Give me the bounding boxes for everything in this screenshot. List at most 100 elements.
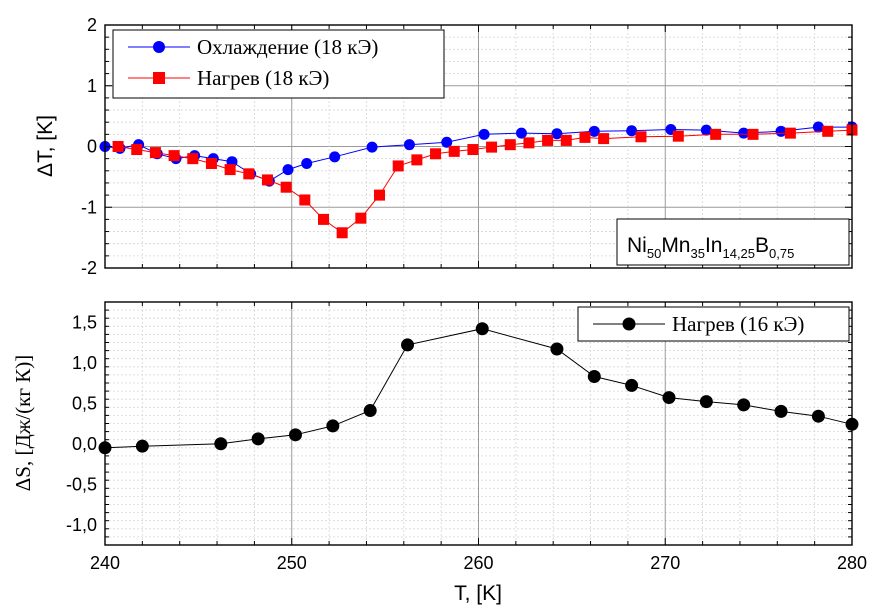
data-point-square	[560, 134, 572, 146]
data-point-square	[635, 131, 647, 143]
data-point-square	[784, 127, 796, 139]
bottom-series	[98, 322, 859, 455]
x-tick-label: 280	[837, 553, 867, 573]
data-point-circle	[812, 121, 824, 133]
formula-b-sub: 0,75	[769, 246, 794, 261]
x-tick-label: 240	[90, 553, 120, 573]
data-point-circle	[329, 151, 341, 163]
data-point-circle	[625, 378, 639, 392]
data-point-square	[504, 139, 516, 151]
x-axis-title: T, [K]	[454, 582, 502, 605]
data-point-square	[374, 189, 386, 201]
data-point-circle	[626, 125, 638, 137]
data-point-circle	[737, 398, 751, 412]
y-tick-label: 1	[87, 76, 97, 96]
temperature-change-plot: -2 -1 0 1 2 ΔT, [K] Охлаждение (18 кЭ) Нагре…	[34, 15, 858, 278]
data-point-square	[299, 194, 311, 206]
x-tick-label: 260	[463, 553, 493, 573]
data-point-circle	[774, 404, 788, 418]
composition-formula: Ni50Mn35In14,25B0,75	[627, 234, 794, 261]
legend-label-heating-16: Нагрев (16 кЭ)	[672, 312, 804, 336]
y-tick-label: -0,5	[66, 474, 97, 494]
y-tick-label: -2	[81, 258, 97, 278]
legend-label-cooling: Охлаждение (18 кЭ)	[197, 35, 378, 59]
data-point-circle	[738, 127, 750, 139]
data-point-square	[467, 144, 479, 156]
data-point-square	[672, 130, 684, 142]
y-tick-label: 0,0	[72, 434, 97, 454]
legend-marker-heating-16	[622, 317, 636, 331]
data-point-square	[149, 147, 161, 159]
x-tick-label: 270	[650, 553, 680, 573]
data-point-circle	[587, 370, 601, 384]
formula-b: B	[755, 234, 769, 257]
legend-label-heating: Нагрев (18 кЭ)	[197, 66, 329, 90]
y-tick-label: 1,5	[72, 312, 97, 332]
data-point-square	[747, 128, 759, 140]
y-tick-label: -1,0	[66, 515, 97, 535]
y-tick-label: 2	[87, 15, 97, 35]
top-ticks: -2 -1 0 1 2	[81, 15, 853, 278]
data-point-square	[579, 131, 591, 143]
top-legend-box	[112, 29, 445, 99]
data-point-circle	[588, 125, 600, 137]
data-point-circle	[403, 139, 415, 151]
data-point-square	[822, 125, 834, 137]
bottom-legend: Нагрев (16 кЭ)	[577, 306, 850, 342]
data-point-circle	[366, 141, 378, 153]
data-point-circle	[699, 395, 713, 409]
data-point-circle	[700, 124, 712, 136]
data-point-circle	[135, 439, 149, 453]
data-point-circle	[478, 128, 490, 140]
data-point-square	[598, 133, 610, 145]
data-point-square	[243, 168, 255, 180]
y-tick-label: 0,5	[72, 393, 97, 413]
data-point-square	[336, 227, 348, 239]
data-point-square	[486, 141, 498, 153]
series-line	[118, 129, 853, 234]
data-point-square	[131, 144, 143, 156]
data-point-circle	[301, 158, 313, 170]
data-point-circle	[551, 128, 563, 140]
data-point-circle	[326, 419, 340, 433]
data-point-circle	[363, 404, 377, 418]
data-point-square	[542, 134, 554, 146]
formula-ni: Ni	[627, 234, 647, 257]
data-point-circle	[662, 391, 676, 405]
data-point-circle	[401, 338, 415, 352]
data-point-square	[205, 158, 217, 170]
data-point-circle	[550, 342, 564, 356]
data-point-square	[280, 181, 292, 193]
data-point-square	[523, 137, 535, 149]
data-point-square	[392, 160, 404, 172]
y-tick-label: -1	[81, 197, 97, 217]
data-point-circle	[811, 409, 825, 423]
data-point-square	[448, 145, 460, 157]
data-point-square	[355, 212, 367, 224]
top-y-axis-title: ΔT, [K]	[34, 115, 57, 177]
formula-ni-sub: 50	[647, 246, 661, 261]
top-series	[99, 121, 858, 239]
x-tick-label: 250	[277, 553, 307, 573]
y-tick-label: 0	[87, 137, 97, 157]
y-tick-label: 1,0	[72, 353, 97, 373]
top-legend: Охлаждение (18 кЭ) Нагрев (18 кЭ)	[112, 29, 445, 99]
data-point-square	[317, 213, 329, 225]
composition-annotation: Ni50Mn35In14,25B0,75	[616, 218, 850, 266]
data-point-circle	[775, 125, 787, 137]
bottom-y-axis-title: ΔS, [Дж/(кг К)]	[11, 355, 35, 491]
formula-in: In	[705, 234, 723, 257]
data-point-circle	[475, 322, 489, 336]
data-point-circle	[288, 428, 302, 442]
legend-marker-heating	[153, 72, 165, 84]
bottom-ticks: -1,0 -0,5 0,0 0,5 1,0 1,5 240 250 260 270 280	[66, 301, 867, 573]
data-point-circle	[282, 164, 294, 176]
formula-in-sub: 14,25	[722, 246, 755, 261]
legend-marker-cooling	[153, 41, 165, 53]
data-point-circle	[251, 432, 265, 446]
formula-mn: Mn	[661, 234, 690, 257]
data-point-square	[411, 154, 423, 166]
data-point-square	[168, 150, 180, 162]
formula-mn-sub: 35	[691, 246, 705, 261]
